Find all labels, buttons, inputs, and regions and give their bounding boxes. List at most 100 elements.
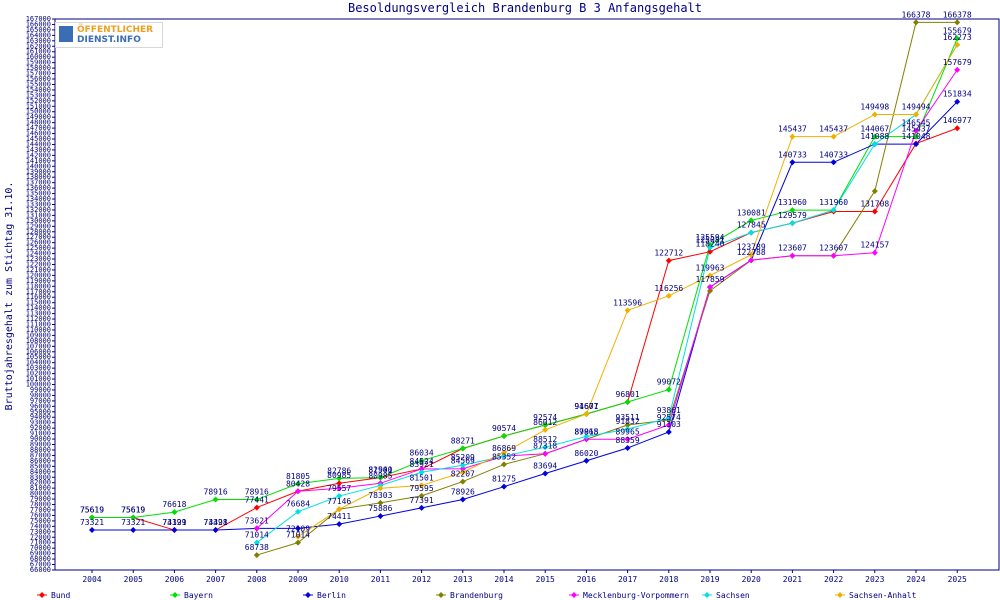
y-tick-label: 72000 <box>30 533 51 541</box>
data-point <box>418 482 425 489</box>
y-tick-label: 149000 <box>26 113 51 121</box>
legend-label: Bayern <box>184 591 213 600</box>
y-tick-label: 120000 <box>26 271 51 279</box>
chart-title: Besoldungsvergleich Brandenburg B 3 Anfa… <box>348 1 702 15</box>
data-label: 113596 <box>613 298 642 307</box>
data-point <box>665 386 672 393</box>
data-label: 88271 <box>451 437 475 446</box>
data-label: 77146 <box>327 497 351 506</box>
data-label: 89965 <box>574 427 598 436</box>
data-label: 87818 <box>574 427 598 436</box>
y-tick-label: 127000 <box>26 233 51 241</box>
data-label: 93861 <box>657 406 681 415</box>
data-point <box>418 504 425 511</box>
data-label: 87318 <box>533 442 557 451</box>
y-tick-label: 164000 <box>26 31 51 39</box>
y-tick-label: 128000 <box>26 228 51 236</box>
data-label: 83921 <box>410 460 434 469</box>
y-tick-label: 86000 <box>30 457 51 465</box>
data-label: 78303 <box>368 491 392 500</box>
data-point <box>418 492 425 499</box>
y-tick-label: 112000 <box>26 315 51 323</box>
legend-label: Brandenburg <box>450 591 503 600</box>
y-tick-label: 87000 <box>30 451 51 459</box>
data-label: 68738 <box>245 543 269 552</box>
data-point <box>501 461 507 468</box>
data-point <box>748 229 755 236</box>
x-tick-label: 2004 <box>82 575 101 584</box>
data-label: 144067 <box>860 125 889 134</box>
y-tick-label: 114000 <box>26 304 51 312</box>
data-point <box>253 525 260 532</box>
data-point <box>624 426 631 433</box>
data-point <box>501 483 507 490</box>
x-tick-label: 2022 <box>824 575 843 584</box>
x-tick-label: 2023 <box>865 575 884 584</box>
y-tick-label: 139000 <box>26 168 51 176</box>
data-point <box>871 111 878 118</box>
data-label: 76618 <box>162 500 186 509</box>
y-tick-label: 133000 <box>26 200 51 208</box>
y-tick-label: 167000 <box>26 15 51 23</box>
data-label: 86020 <box>574 449 598 458</box>
data-label: 84569 <box>451 457 475 466</box>
data-point <box>871 133 878 140</box>
data-point <box>954 98 961 105</box>
legend-swatch-marker <box>305 592 311 598</box>
legend: Bund Bayern Berlin Brandenburg Mecklenburg-V… <box>37 591 917 600</box>
data-point <box>171 509 178 516</box>
data-point <box>583 410 590 417</box>
y-tick-label: 74000 <box>30 522 51 530</box>
data-point <box>830 252 837 259</box>
data-label: 89965 <box>616 427 640 436</box>
data-point <box>748 251 755 258</box>
data-point <box>542 470 549 477</box>
y-tick-label: 76000 <box>30 511 51 519</box>
data-label: 123607 <box>778 244 807 253</box>
x-tick-label: 2018 <box>659 575 678 584</box>
series-line-4 <box>256 69 958 529</box>
y-tick-label: 88000 <box>30 446 51 454</box>
data-label: 75619 <box>121 506 145 515</box>
logo-mark-icon <box>59 26 73 42</box>
data-label: 82786 <box>327 466 351 475</box>
legend-swatch-marker <box>837 592 843 598</box>
data-label: 151834 <box>943 90 972 99</box>
legend-swatch-marker <box>39 592 45 598</box>
data-point <box>418 465 425 472</box>
y-tick-label: 122000 <box>26 260 51 268</box>
data-point <box>171 527 178 534</box>
data-point <box>418 469 425 476</box>
data-point <box>418 457 425 464</box>
data-label: 118240 <box>696 240 725 249</box>
y-tick-label: 137000 <box>26 179 51 187</box>
y-tick-label: 98000 <box>30 391 51 399</box>
data-point <box>707 284 713 291</box>
data-point <box>913 19 919 26</box>
y-tick-label: 77000 <box>30 506 51 514</box>
y-tick-label: 155000 <box>26 80 51 88</box>
data-label: 140733 <box>778 150 807 159</box>
data-label: 81275 <box>492 475 516 484</box>
data-label: 78926 <box>451 487 475 496</box>
data-label: 85209 <box>451 453 475 462</box>
y-tick-label: 158000 <box>26 64 51 72</box>
data-label: 75619 <box>80 506 104 515</box>
data-label: 117859 <box>696 275 725 284</box>
data-point <box>665 257 672 264</box>
data-point <box>789 207 796 214</box>
data-label: 71014 <box>245 531 269 540</box>
data-point <box>954 19 961 26</box>
y-tick-label: 160000 <box>26 53 51 61</box>
y-tick-label: 110000 <box>26 326 51 334</box>
data-point <box>377 499 384 506</box>
x-tick-label: 2005 <box>124 575 143 584</box>
y-tick-label: 140000 <box>26 162 51 170</box>
y-tick-label: 80000 <box>30 490 51 498</box>
y-tick-label: 82000 <box>30 479 51 487</box>
data-label: 82207 <box>451 470 475 479</box>
y-tick-label: 68000 <box>30 555 51 563</box>
data-label: 77441 <box>245 496 269 505</box>
legend-label: Bund <box>51 591 70 600</box>
y-tick-label: 75000 <box>30 517 51 525</box>
